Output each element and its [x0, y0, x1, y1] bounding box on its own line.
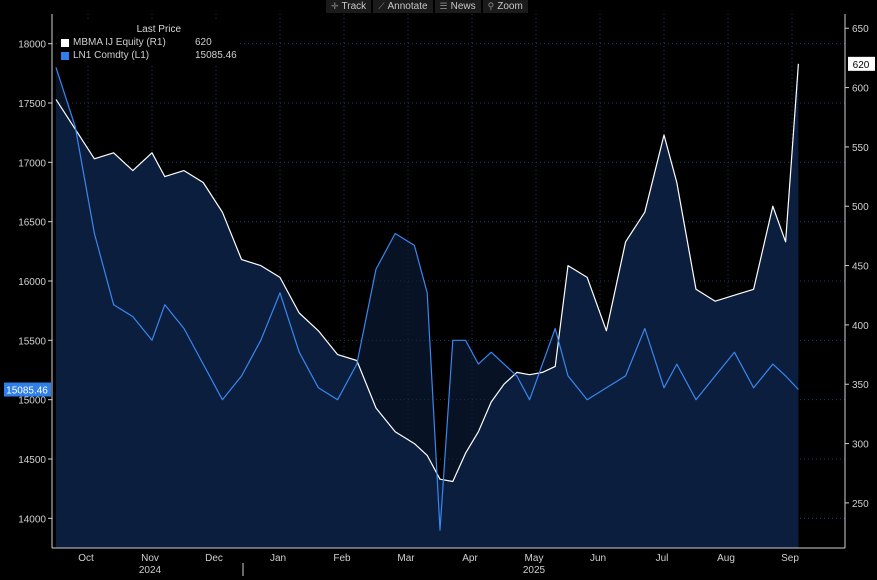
last-value-tags: 15085.46 620 — [4, 56, 875, 397]
chart-toolbar: ✛ Track ⟋ Annotate ☰ News ⚲ Zoom — [326, 0, 528, 13]
x-year-label: 2025 — [523, 565, 546, 576]
x-tick-label: Jan — [270, 553, 286, 564]
left-tick-label: 17500 — [18, 99, 46, 110]
right-tick-label: 300 — [852, 440, 869, 451]
area-fill — [56, 63, 799, 549]
left-last-value-tag — [4, 382, 51, 397]
zoom-button[interactable]: ⚲ Zoom — [482, 0, 528, 13]
x-tick-label: May — [525, 553, 544, 564]
left-tick-label: 15500 — [18, 336, 46, 347]
right-tick-label: 550 — [852, 143, 869, 154]
x-tick-label: Apr — [462, 553, 478, 564]
right-tick-label: 250 — [852, 499, 869, 510]
toolbar-label: Annotate — [387, 1, 428, 12]
right-tick-label: 650 — [852, 24, 869, 35]
right-tick-label: 600 — [852, 84, 869, 95]
legend-swatch-white — [61, 38, 69, 47]
legend-label: LN1 Comdty (L1) — [73, 50, 150, 61]
area-ln1 — [56, 67, 799, 549]
legend: Last Price MBMA IJ Equity (R1) 620 LN1 C… — [58, 22, 240, 63]
x-tick-label: Nov — [141, 553, 159, 564]
toolbar-label: Track — [341, 1, 367, 12]
x-tick-label: Aug — [717, 553, 735, 564]
x-tick-label: Oct — [78, 553, 94, 564]
legend-item-mbma[interactable]: MBMA IJ Equity (R1) 620 — [61, 36, 237, 49]
news-button[interactable]: ☰ News — [434, 0, 481, 13]
news-icon: ☰ — [439, 1, 448, 11]
left-tick-label: 16500 — [18, 218, 46, 229]
series-line-ln1 — [55, 67, 799, 531]
x-tick-label: Mar — [397, 553, 415, 564]
x-tick-label: Jun — [590, 553, 606, 564]
legend-value: 15085.46 — [195, 50, 237, 61]
right-tick-label: 350 — [852, 380, 869, 391]
right-last-value-label: 620 — [853, 60, 870, 71]
x-tick-label: Sep — [781, 553, 799, 564]
toolbar-label: Zoom — [497, 1, 523, 12]
annotate-button[interactable]: ⟋ Annotate — [373, 0, 433, 13]
crosshair-icon: ✛ — [331, 1, 339, 11]
legend-swatch-blue — [61, 51, 69, 60]
left-tick-label: 18000 — [18, 40, 46, 51]
x-year-label: 2024 — [139, 565, 162, 576]
legend-label: MBMA IJ Equity (R1) — [73, 37, 166, 48]
legend-title: Last Price — [136, 24, 182, 35]
left-tick-label: 16000 — [18, 277, 46, 288]
pencil-icon: ⟋ — [378, 1, 385, 11]
left-tick-label: 17000 — [18, 158, 46, 169]
axes — [48, 14, 849, 576]
left-last-value-label: 15085.46 — [6, 386, 48, 397]
right-last-value-tag — [848, 56, 875, 71]
series-lines — [55, 63, 799, 531]
x-tick-label: Jul — [656, 553, 669, 564]
magnifier-icon: ⚲ — [487, 1, 495, 11]
left-tick-label: 14000 — [18, 514, 46, 525]
left-tick-label: 15000 — [18, 396, 46, 407]
toolbar-label: News — [450, 1, 476, 12]
legend-item-ln1[interactable]: LN1 Comdty (L1) 15085.46 — [61, 49, 237, 62]
legend-value: 620 — [195, 37, 212, 48]
x-tick-label: Dec — [205, 553, 223, 564]
right-tick-label: 400 — [852, 321, 869, 332]
tick-labels: 14000 14500 15000 15500 16000 16500 17000 17500… — [18, 24, 869, 576]
x-tick-label: Feb — [333, 553, 351, 564]
track-button[interactable]: ✛ Track — [326, 0, 372, 13]
left-tick-label: 14500 — [18, 455, 46, 466]
series-line-mbma — [55, 63, 799, 483]
right-tick-label: 450 — [852, 262, 869, 273]
right-tick-label: 500 — [852, 202, 869, 213]
